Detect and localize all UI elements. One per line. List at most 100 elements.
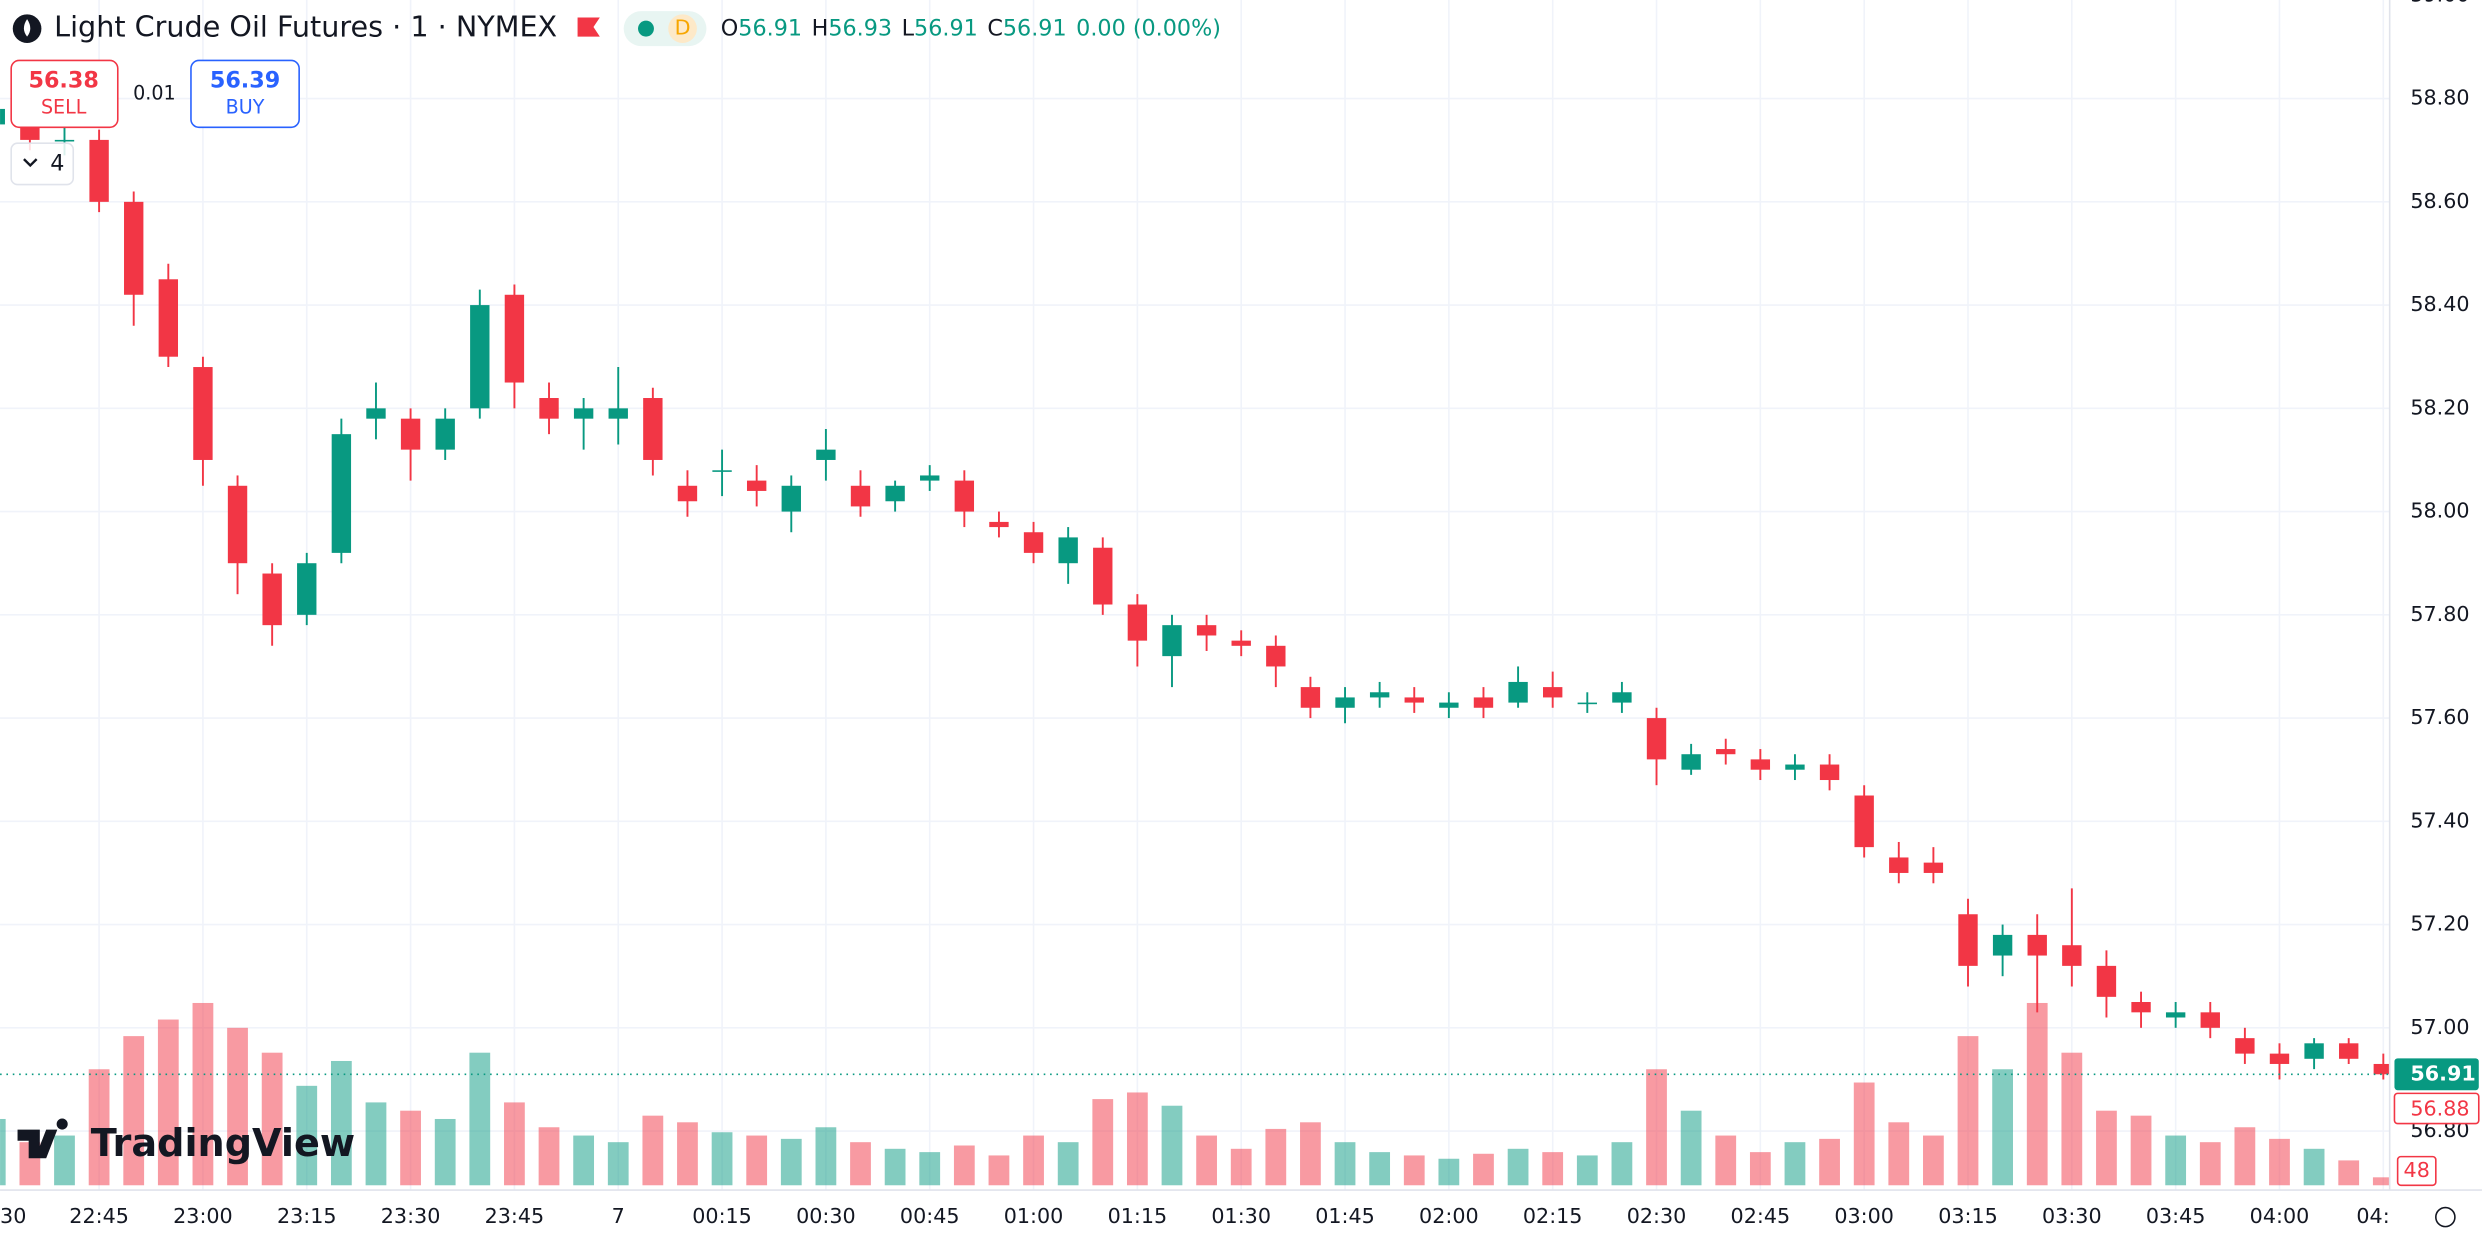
y-tick-label: 58.20	[2410, 395, 2469, 419]
y-tick-label: 57.00	[2410, 1015, 2469, 1039]
symbol-icon-drop	[23, 19, 31, 37]
volume-bar	[2372, 1177, 2390, 1186]
volume-bar	[1507, 1148, 1529, 1186]
candle-body	[1058, 537, 1078, 564]
ohlc-label: L	[902, 15, 915, 41]
candle-body	[885, 485, 905, 502]
candle-body	[1854, 795, 1874, 848]
volume-bar	[54, 1135, 75, 1186]
volume-bar	[330, 1060, 352, 1186]
indicators-count[interactable]: 4	[50, 150, 64, 176]
candle-body	[0, 108, 5, 125]
candle-body	[1923, 862, 1944, 873]
volume-bar	[1126, 1092, 1148, 1186]
volume-bar	[1161, 1105, 1183, 1186]
volume-bar	[953, 1145, 975, 1186]
volume-bar	[1092, 1099, 1114, 1186]
volume-bar	[2269, 1138, 2290, 1186]
volume-bar	[884, 1148, 906, 1186]
candle-body	[435, 418, 455, 450]
volume-bar	[2130, 1115, 2152, 1186]
volume-bar	[1023, 1135, 1044, 1186]
logo[interactable]: TradingView	[17, 1118, 356, 1166]
candle-body	[573, 408, 594, 419]
x-tick-label: 03:30	[2042, 1204, 2102, 1228]
volume-bar	[88, 1069, 110, 1186]
price-pane	[0, 98, 2390, 1080]
candle-body	[1646, 718, 1667, 760]
candle-body	[89, 139, 109, 202]
candle-body	[1196, 625, 1217, 636]
candle-body	[1023, 532, 1044, 553]
candle-body	[1716, 749, 1736, 755]
y-tick-label: 58.60	[2410, 189, 2469, 213]
last-price-tag	[2394, 1058, 2479, 1091]
candle-body	[539, 398, 559, 419]
candle-body	[262, 573, 282, 626]
gear-icon[interactable]	[2435, 1206, 2456, 1228]
x-tick-label: 04:00	[2250, 1204, 2310, 1228]
chevron	[23, 158, 38, 168]
badge-bg	[668, 14, 697, 43]
volume-bar	[1334, 1142, 1356, 1186]
volume-pane	[0, 1002, 2390, 1186]
other-price-label: 56.88	[2410, 1096, 2469, 1120]
y-tick-label: 58.00	[2410, 499, 2469, 523]
buy-label[interactable]: BUY	[226, 96, 265, 119]
x-tick-label: 23:30	[381, 1204, 441, 1228]
volume-tag	[2396, 1155, 2437, 1187]
ohlc-label: C	[987, 15, 1003, 41]
x-tick-label: 02:45	[1731, 1204, 1791, 1228]
y-tick-label: 57.80	[2410, 602, 2469, 626]
y-tick-label: 58.40	[2410, 292, 2469, 316]
x-tick-label: 00:45	[900, 1204, 960, 1228]
volume-bar	[780, 1138, 802, 1186]
volume-bar	[573, 1135, 595, 1186]
volume-bar	[2234, 1127, 2256, 1186]
sell-label[interactable]: SELL	[41, 96, 87, 119]
change-value: 0.00 (0.00%)	[1076, 15, 1221, 41]
volume-bar	[192, 1002, 214, 1186]
flag-icon[interactable]	[577, 17, 600, 37]
buy-box[interactable]	[190, 59, 300, 129]
timezone-button[interactable]	[2435, 1206, 2456, 1228]
volume-bar	[296, 1085, 318, 1186]
volume-bar	[642, 1115, 664, 1186]
volume-bar	[227, 1027, 248, 1186]
spread: 0.01	[133, 81, 175, 104]
x-tick-label: 03:15	[1938, 1204, 1998, 1228]
candle-body	[954, 480, 975, 512]
candle-body	[2165, 1012, 2186, 1018]
indicators-toggle[interactable]: 4	[10, 142, 75, 186]
volume-bar	[1300, 1122, 1321, 1186]
ohlc-value: 56.91	[1003, 15, 1067, 41]
volume-bar	[607, 1142, 629, 1186]
volume-bar	[1957, 1036, 1979, 1186]
volume-bar	[157, 1019, 179, 1186]
candle-body	[1577, 702, 1597, 705]
ohlc-legend: O56.91 H56.93 L56.91 C56.91 0.00 (0.00%)	[721, 15, 1221, 41]
candle-body	[2235, 1038, 2255, 1054]
x-tick-label: 22:45	[69, 1204, 129, 1228]
candle-body	[1612, 692, 1632, 703]
buy-price[interactable]: 56.39	[210, 68, 280, 94]
buy-button[interactable]: 56.39 BUY	[190, 59, 300, 129]
candle-body	[850, 485, 871, 507]
volume-bar	[123, 1036, 145, 1186]
x-tick-label: 04:	[2356, 1204, 2389, 1228]
volume-bar	[1715, 1135, 1737, 1186]
volume-bar	[0, 1118, 6, 1186]
volume-bar	[400, 1110, 421, 1186]
volume-tag-label: 48	[2404, 1158, 2430, 1182]
volume-bar	[1230, 1148, 1252, 1186]
market-open-dot	[638, 20, 654, 37]
volume-bar	[1992, 1069, 2013, 1186]
sell-box[interactable]	[10, 59, 119, 129]
volume-bar	[1680, 1110, 1702, 1186]
sell-button[interactable]: 56.38 SELL	[10, 59, 119, 129]
logo-text[interactable]: TradingView	[91, 1122, 355, 1166]
x-tick-label: 23:00	[173, 1204, 233, 1228]
toggle-box[interactable]	[10, 142, 75, 186]
sell-price[interactable]: 56.38	[28, 68, 98, 94]
candle-body	[781, 485, 801, 512]
